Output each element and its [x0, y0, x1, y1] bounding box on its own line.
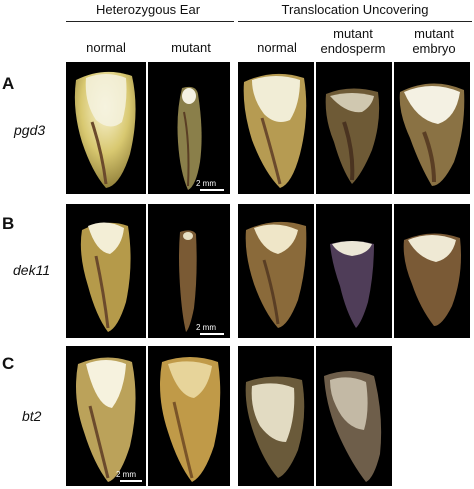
column-label-mutant-endosperm-line1: mutant: [333, 26, 373, 41]
panel-b-mutant-het: 2 mm: [148, 204, 230, 338]
panel-b-normal-het: [66, 204, 146, 338]
kernel-image: [80, 222, 131, 332]
kernel-image: [245, 221, 307, 328]
panel-b-mutant-embryo: [394, 204, 470, 338]
column-label-mutant-endosperm: mutant endosperm: [312, 26, 394, 56]
group-title-heterozygous-ear: Heterozygous Ear: [95, 2, 201, 17]
kernel-image: [177, 86, 202, 190]
panel-c-normal-het: 2 mm: [66, 346, 146, 486]
scale-bar-label: 2 mm: [196, 179, 216, 188]
panel-a-mutant-endosperm: [316, 62, 392, 194]
kernel-image: [330, 241, 374, 328]
kernel-image: [243, 73, 307, 188]
scale-bar: [120, 480, 142, 482]
kernel-image: [399, 83, 465, 186]
panel-a-normal-het: [66, 62, 146, 194]
row-letter-b: B: [2, 214, 15, 233]
group-rule-translocation-uncovering: [238, 21, 472, 22]
column-label-normal-het: normal: [86, 40, 126, 55]
panel-c-mutant-het: [148, 346, 230, 486]
panel-a-normal-tu: [238, 62, 314, 194]
panel-b-mutant-endosperm: [316, 204, 392, 338]
column-label-mutant-embryo-line2: embryo: [412, 41, 456, 56]
column-label-mutant-endosperm-line2: endosperm: [320, 41, 386, 56]
row-letter-a: A: [2, 74, 15, 93]
panel-c-normal-tu: [238, 346, 314, 486]
panel-b-normal-tu: [238, 204, 314, 338]
group-rule-heterozygous-ear: [66, 21, 234, 22]
scale-bar: [200, 333, 224, 335]
panel-a-mutant-embryo: [394, 62, 470, 194]
column-label-mutant-embryo-line1: mutant: [414, 26, 454, 41]
scale-bar: [200, 189, 224, 191]
kernel-image: [245, 376, 305, 478]
column-label-mutant-embryo: mutant embryo: [394, 26, 474, 56]
kernel-image: [76, 357, 136, 482]
column-label-normal-tu: normal: [257, 40, 297, 55]
panel-c-mutant-endosperm: [316, 346, 392, 486]
row-letter-c: C: [2, 354, 15, 373]
kernel-image: [179, 230, 197, 332]
row-gene-bt2: bt2: [22, 408, 42, 424]
row-gene-pgd3: pgd3: [14, 122, 46, 138]
scale-bar-label: 2 mm: [116, 470, 136, 479]
kernel-image: [403, 233, 461, 326]
row-gene-dek11: dek11: [13, 262, 51, 278]
kernel-image: [160, 357, 221, 482]
group-title-translocation-uncovering: Translocation Uncovering: [281, 2, 429, 17]
panel-a-mutant-het: 2 mm: [148, 62, 230, 194]
kernel-image: [324, 371, 382, 482]
kernel-image: [74, 71, 136, 188]
scale-bar-label: 2 mm: [196, 323, 216, 332]
column-label-mutant-het: mutant: [171, 40, 211, 55]
kernel-image: [325, 88, 380, 184]
